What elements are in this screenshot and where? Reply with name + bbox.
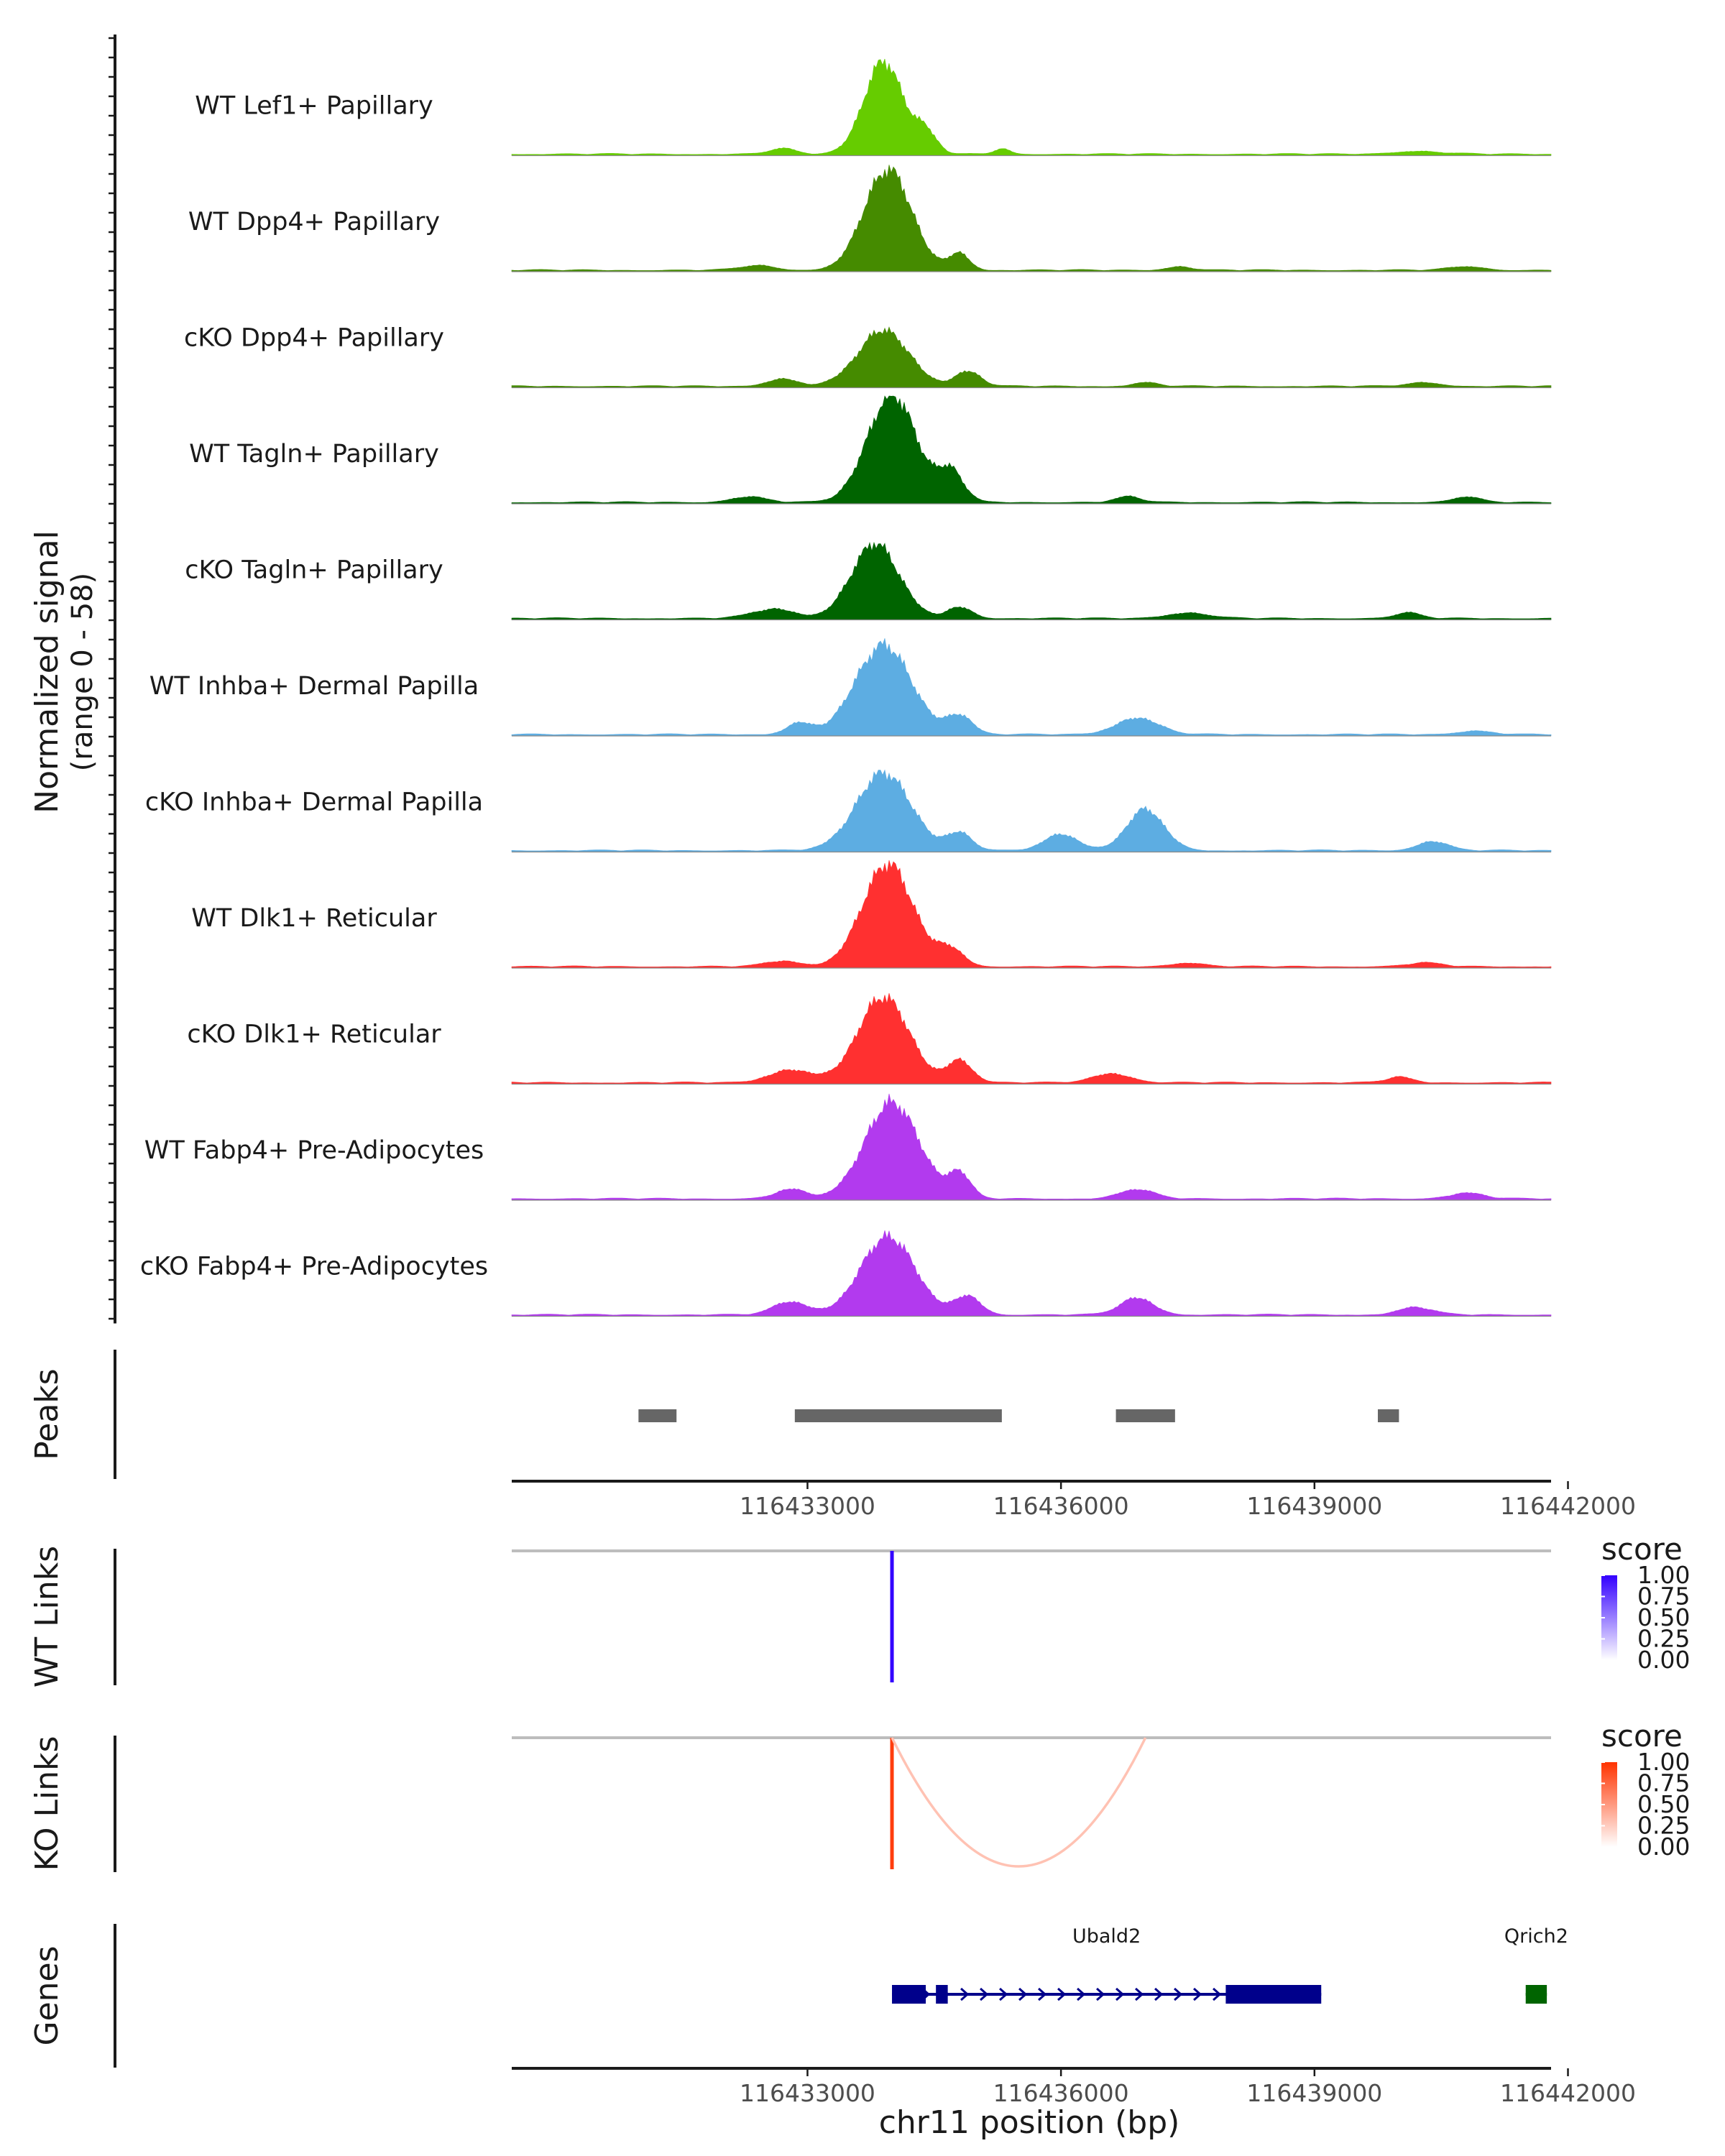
gene-strand-arrow <box>1038 1987 1047 2001</box>
link-arc <box>891 1737 1147 1868</box>
gene: Qrich2 <box>1504 1925 1568 2004</box>
coverage-track: WT Inhba+ Dermal Papilla <box>150 638 1552 737</box>
track-label: cKO Tagln+ Papillary <box>185 556 443 585</box>
gene-strand-arrow <box>1077 1987 1086 2001</box>
gene-strand-arrow <box>1154 1987 1164 2001</box>
gene-strand-arrow <box>1193 1987 1202 2001</box>
coverage-track: WT Tagln+ Papillary <box>189 395 1552 505</box>
signal-axis-range: (range 0 - 58) <box>66 573 99 771</box>
peaks-x-axis-tick-label: 116442000 <box>1500 1492 1636 1520</box>
peak-region <box>1378 1409 1399 1422</box>
legend-label: 0.25 <box>1637 1812 1690 1840</box>
gene-strand-arrow <box>980 1987 989 2001</box>
coverage-area <box>511 769 1552 852</box>
peaks-label: Peaks <box>29 1368 65 1460</box>
links-label: WT Links <box>29 1546 65 1687</box>
coverage-track: cKO Fabp4+ Pre-Adipocytes <box>140 1230 1552 1317</box>
legend-label: 0.75 <box>1637 1583 1690 1611</box>
coverage-area <box>511 541 1552 620</box>
gene-strand-arrow <box>1174 1987 1183 2001</box>
gene-strand-arrow <box>1096 1987 1105 2001</box>
coverage-track: cKO Inhba+ Dermal Papilla <box>145 769 1552 853</box>
legend-label: 1.00 <box>1637 1748 1690 1776</box>
coverage-track: WT Fabp4+ Pre-Adipocytes <box>144 1093 1552 1201</box>
legend-label: 1.00 <box>1637 1561 1690 1589</box>
legend-title: score <box>1601 1531 1683 1567</box>
gene-exon <box>892 1985 926 2004</box>
legend-colorbar <box>1601 1575 1617 1660</box>
genes-label: Genes <box>29 1945 65 2045</box>
peak-region <box>794 1409 1002 1422</box>
legend-label: 0.00 <box>1637 1646 1690 1674</box>
peaks-x-axis-tick-label: 116439000 <box>1246 1492 1382 1520</box>
gene-strand-arrow <box>1018 1987 1028 2001</box>
gene-strand-arrow <box>1135 1987 1144 2001</box>
peak-region <box>638 1409 677 1422</box>
track-label: WT Lef1+ Papillary <box>195 92 433 121</box>
gene-exon <box>936 1985 948 2004</box>
coverage-track: cKO Dpp4+ Papillary <box>184 324 1552 389</box>
gene-exon <box>1225 1985 1322 2004</box>
gene-strand-arrow <box>999 1987 1008 2001</box>
track-label: WT Dpp4+ Papillary <box>188 208 440 236</box>
track-label: cKO Inhba+ Dermal Papilla <box>145 788 483 817</box>
coverage-tracks: WT Lef1+ Papillary WT Dpp4+ Papillary cKO … <box>140 58 1552 1317</box>
coverage-area <box>511 860 1552 969</box>
gene-strand-arrow <box>1116 1987 1125 2001</box>
track-label: cKO Dpp4+ Papillary <box>184 324 444 353</box>
coverage-area <box>511 326 1552 388</box>
gene-strand-arrow <box>960 1987 970 2001</box>
genes-x-axis-tick-label: 116439000 <box>1246 2079 1382 2107</box>
coverage-y-axis <box>109 34 116 1324</box>
track-label: cKO Dlk1+ Reticular <box>187 1021 441 1049</box>
track-label: WT Dlk1+ Reticular <box>191 904 437 933</box>
peaks-x-axis-tick-label: 116433000 <box>740 1492 875 1520</box>
coverage-track: cKO Dlk1+ Reticular <box>187 992 1552 1085</box>
genes-track: Genes Ubald2 Qrich2 116433000 116436000 11643… <box>29 1924 1636 2107</box>
coverage-area <box>511 992 1552 1084</box>
coverage-area <box>511 1230 1552 1317</box>
links-label: KO Links <box>29 1736 65 1871</box>
legend-label: 0.25 <box>1637 1625 1690 1653</box>
legend-label: 0.75 <box>1637 1769 1690 1797</box>
gene-name: Ubald2 <box>1072 1925 1141 1948</box>
signal-axis-title: Normalized signal <box>29 530 65 814</box>
gene-strand-arrow <box>1213 1987 1222 2001</box>
genes-x-axis-tick-label: 116433000 <box>740 2079 875 2107</box>
genes-x-axis-tick-label: 116436000 <box>993 2079 1129 2107</box>
coverage-area <box>511 638 1552 737</box>
track-label: WT Tagln+ Papillary <box>189 440 439 469</box>
track-label: WT Fabp4+ Pre-Adipocytes <box>144 1136 484 1165</box>
coverage-area <box>511 58 1552 156</box>
track-label: WT Inhba+ Dermal Papilla <box>150 672 479 701</box>
peaks-track: Peaks 116433000 116436000 116439000 11644200… <box>29 1350 1636 1520</box>
coverage-area <box>511 1093 1552 1201</box>
gene-name: Qrich2 <box>1504 1925 1568 1948</box>
gene-exon <box>1525 1985 1547 2004</box>
x-axis-title: chr11 position (bp) <box>879 2104 1180 2141</box>
gene: Ubald2 <box>892 1925 1322 2004</box>
legend-title: score <box>1601 1718 1683 1754</box>
coverage-track: WT Dlk1+ Reticular <box>191 860 1552 969</box>
peaks-x-axis-tick-label: 116436000 <box>993 1492 1129 1520</box>
legend-label: 0.00 <box>1637 1833 1690 1861</box>
coverage-track: WT Dpp4+ Papillary <box>188 165 1552 272</box>
track-label: cKO Fabp4+ Pre-Adipocytes <box>140 1253 488 1281</box>
coverage-track: WT Lef1+ Papillary <box>195 58 1552 157</box>
coverage-area <box>511 395 1552 505</box>
legend-colorbar <box>1601 1762 1617 1847</box>
legend-label: 0.50 <box>1637 1603 1690 1631</box>
legend-label: 0.50 <box>1637 1790 1690 1818</box>
peak-region <box>1116 1409 1175 1422</box>
coverage-track: cKO Tagln+ Papillary <box>185 541 1552 621</box>
gene-strand-arrow <box>1057 1987 1067 2001</box>
genes-x-axis-tick-label: 116442000 <box>1500 2079 1636 2107</box>
coverage-area <box>511 165 1552 272</box>
